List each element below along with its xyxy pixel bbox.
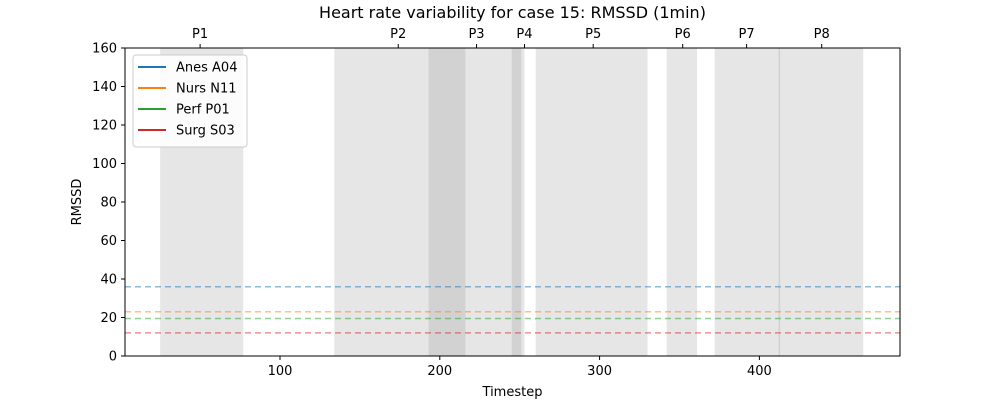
phase-label-p3: P3 [468,27,484,42]
legend-label-2: Nurs N11 [176,82,236,97]
y-tick-label-100: 100 [92,157,117,172]
phase-region-p4 [511,48,522,356]
y-tick-label-140: 140 [92,80,117,95]
phase-label-p1: P1 [192,27,208,42]
y-tick-label-80: 80 [100,196,117,211]
phase-region-p5 [535,48,648,356]
y-tick-label-20: 20 [100,311,117,326]
y-tick-label-40: 40 [100,273,117,288]
y-axis-label: RMSSD [70,179,85,226]
phase-label-p5: P5 [585,27,601,42]
legend-label-3: Perf P01 [176,103,230,118]
y-axis: 0 20 40 60 80 100 120 140 160 [92,42,125,365]
legend-label-1: Anes A04 [176,61,237,76]
phase-label-p6: P6 [675,27,691,42]
x-axis: 100 200 300 400 [268,356,772,379]
x-tick-label-400: 400 [747,364,772,379]
x-tick-label-100: 100 [268,364,293,379]
phase-region-p3 [428,48,525,356]
x-tick-label-300: 300 [587,364,612,379]
phase-label-p4: P4 [516,27,532,42]
y-tick-label-120: 120 [92,119,117,134]
phase-label-p2: P2 [390,27,406,42]
y-tick-label-60: 60 [100,234,117,249]
phase-region-p6 [666,48,698,356]
phase-layer [160,48,864,356]
x-axis-label: Timestep [482,385,543,400]
phase-region-p7 [714,48,781,356]
phase-label-p7: P7 [739,27,755,42]
legend-box [132,54,248,148]
y-tick-label-160: 160 [92,42,117,57]
phase-label-layer: P1 P2 P3 P4 P5 P6 P7 P8 [192,27,830,48]
phase-region-p8 [778,48,864,356]
legend-label-4: Surg S03 [176,124,235,139]
phase-label-p8: P8 [814,27,830,42]
series-layer [125,285,900,334]
legend: Anes A04 Nurs N11 Perf P01 Surg S03 [132,54,248,148]
chart-title: Heart rate variability for case 15: RMSS… [319,3,706,22]
x-tick-label-200: 200 [427,364,452,379]
y-tick-label-0: 0 [109,350,117,365]
phase-region-p2 [334,48,466,356]
